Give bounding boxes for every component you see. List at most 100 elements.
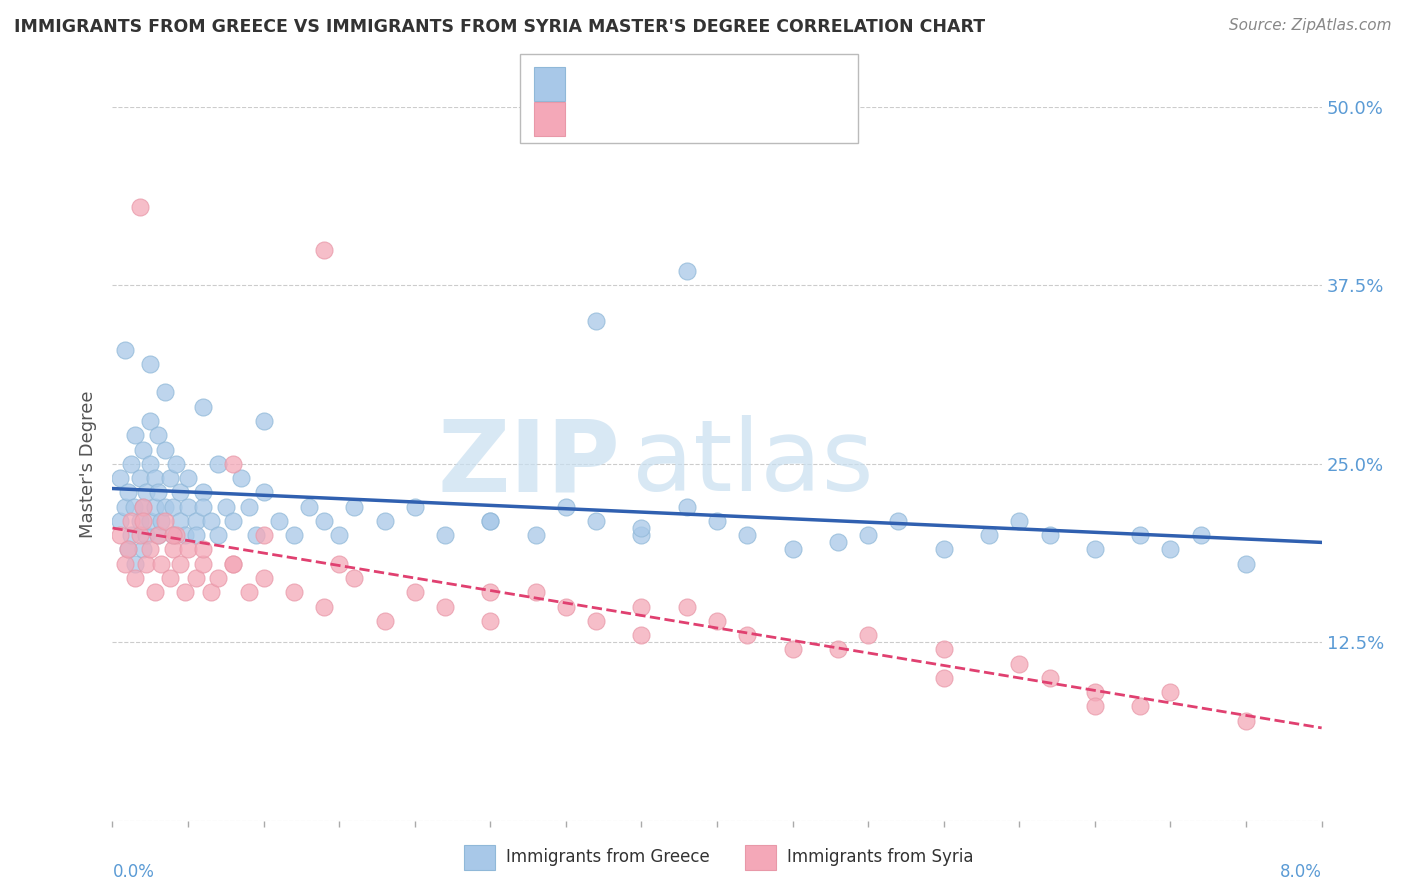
Point	[169, 557, 191, 571]
Point	[1129, 528, 1152, 542]
Point	[135, 528, 157, 542]
Point	[114, 557, 136, 571]
Point	[132, 442, 155, 457]
Point	[139, 542, 162, 557]
Point	[1234, 557, 1257, 571]
Point	[108, 528, 131, 542]
Point	[887, 514, 910, 528]
Point	[114, 343, 136, 357]
Point	[222, 557, 245, 571]
Point	[238, 585, 260, 599]
Point	[184, 571, 207, 585]
Point	[630, 599, 652, 614]
Point	[1129, 699, 1152, 714]
Point	[856, 628, 880, 642]
Point	[122, 500, 145, 514]
Point	[124, 428, 146, 442]
Point	[1234, 714, 1257, 728]
Point	[479, 585, 502, 599]
Point	[139, 414, 162, 428]
Point	[298, 500, 321, 514]
Point	[146, 528, 169, 542]
Point	[128, 528, 150, 542]
Point	[124, 571, 146, 585]
Point	[238, 500, 260, 514]
Text: 8.0%: 8.0%	[1279, 863, 1322, 881]
Point	[253, 485, 276, 500]
Point	[1159, 542, 1181, 557]
Point	[207, 571, 229, 585]
Point	[782, 542, 804, 557]
Point	[162, 528, 184, 542]
Point	[128, 514, 150, 528]
Point	[827, 535, 849, 549]
Point	[162, 542, 184, 557]
Point	[554, 599, 576, 614]
Point	[139, 514, 162, 528]
Point	[143, 500, 166, 514]
Point	[1008, 657, 1031, 671]
Point	[328, 557, 350, 571]
Point	[184, 528, 207, 542]
Point	[977, 528, 1000, 542]
Point	[120, 528, 142, 542]
Point	[155, 442, 177, 457]
Point	[737, 628, 759, 642]
Point	[155, 514, 177, 528]
Point	[229, 471, 252, 485]
Point	[117, 485, 139, 500]
Point	[253, 414, 276, 428]
Point	[169, 514, 191, 528]
Point	[585, 614, 607, 628]
Point	[146, 428, 169, 442]
Point	[630, 521, 652, 535]
Point	[856, 528, 880, 542]
Point	[159, 471, 181, 485]
Point	[524, 585, 547, 599]
Point	[207, 528, 229, 542]
Point	[479, 514, 502, 528]
Point	[114, 500, 136, 514]
Point	[434, 528, 457, 542]
Point	[143, 471, 166, 485]
Point	[135, 557, 157, 571]
Point	[117, 542, 139, 557]
Point	[143, 585, 166, 599]
Point	[253, 528, 276, 542]
Point	[1084, 542, 1107, 557]
Point	[191, 500, 214, 514]
Point	[184, 514, 207, 528]
Point	[128, 471, 150, 485]
Text: Immigrants from Syria: Immigrants from Syria	[787, 848, 974, 866]
Point	[149, 557, 172, 571]
Point	[139, 457, 162, 471]
Point	[215, 500, 238, 514]
Text: Source: ZipAtlas.com: Source: ZipAtlas.com	[1229, 18, 1392, 33]
Point	[630, 628, 652, 642]
Point	[162, 528, 184, 542]
Point	[177, 542, 200, 557]
Point	[283, 528, 305, 542]
Point	[222, 514, 245, 528]
Point	[117, 542, 139, 557]
Point	[328, 528, 350, 542]
Point	[343, 500, 366, 514]
Text: atlas: atlas	[633, 416, 875, 512]
Point	[479, 614, 502, 628]
Point	[1084, 685, 1107, 699]
Point	[120, 457, 142, 471]
Point	[146, 485, 169, 500]
Point	[706, 514, 728, 528]
Point	[404, 585, 426, 599]
Point	[312, 243, 335, 257]
Point	[827, 642, 849, 657]
Point	[174, 585, 197, 599]
Point	[132, 500, 155, 514]
Point	[434, 599, 457, 614]
Point	[737, 528, 759, 542]
Point	[191, 542, 214, 557]
Point	[267, 514, 290, 528]
Point	[132, 542, 155, 557]
Point	[191, 400, 214, 414]
Text: 0.0%: 0.0%	[112, 863, 155, 881]
